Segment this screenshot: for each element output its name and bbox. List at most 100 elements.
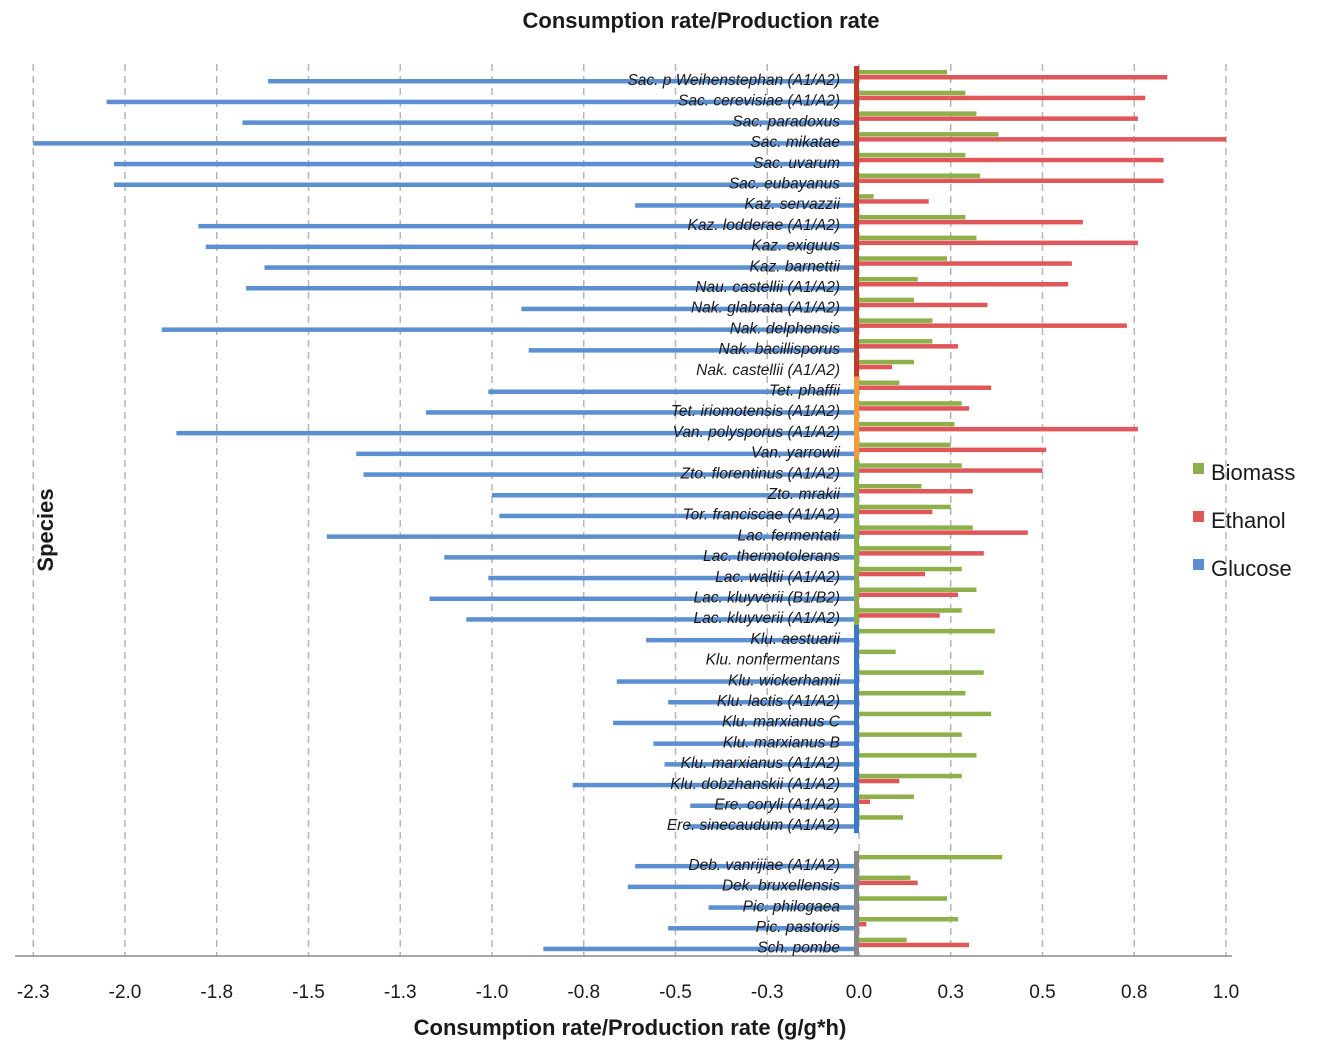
bar-glucose [113,182,860,187]
bar-glucose [613,720,859,726]
legend-swatch [1193,511,1204,522]
bar-biomass [859,194,874,199]
bar-glucose [528,348,859,353]
bar-glucose [268,79,859,84]
category-label: Kaz. lodderae (A1/A2) [687,217,840,234]
bar-ethanol [859,302,988,308]
bar-ethanol [859,178,1164,183]
category-label: Klu. marxianus C [722,714,841,731]
legend-label: Biomass [1211,460,1295,485]
category-label: Lac. waltii (A1/A2) [715,569,840,586]
category-label: Ere. coryli (A1/A2) [714,797,840,814]
bar-glucose [429,596,859,601]
category-label: Tor. franciscae (A1/A2) [683,507,840,524]
group-bar [854,376,859,461]
bar-glucose [363,472,859,477]
bar-glucose [690,803,859,808]
category-label: Van. yarrowii [751,445,841,462]
bar-glucose [635,863,859,869]
bar-biomass [859,318,933,323]
bar-biomass [859,463,962,468]
bar-biomass [859,937,907,943]
bar-ethanol [859,468,1043,473]
x-tick-label: 1.0 [1213,982,1239,1003]
bar-glucose [499,513,859,519]
group-bar [854,459,859,627]
x-tick-label: 0.3 [938,982,964,1003]
bar-biomass [859,917,959,922]
chart-title: Consumption rate/Production rate [523,8,880,33]
bar-ethanol [859,571,926,577]
bar-ethanol [859,530,1028,535]
bar-glucose [572,782,859,788]
bar-ethanol [859,406,970,411]
bar-glucose [113,161,860,167]
bar-glucose [106,99,859,105]
category-label: Kaz. exiguus [751,238,840,255]
bar-glucose [668,926,859,931]
category-label: Lac. kluyverii (B1/B2) [694,590,840,607]
category-label: Zto. florentinus (A1/A2) [680,465,840,482]
bar-ethanol [859,880,918,886]
bar-glucose [627,884,859,890]
category-label: Tet. iriomotensis (A1/A2) [671,403,840,420]
x-tick-label: -0.8 [567,982,600,1003]
bar-biomass [859,711,992,717]
bar-ethanol [859,323,1127,328]
bar-biomass [859,484,922,489]
category-label: Nak. bacillisporus [719,341,841,358]
bar-biomass [859,277,918,282]
bar-glucose [205,244,860,250]
bar-biomass [859,670,984,675]
bar-glucose [686,824,859,829]
category-label: Sch. pombe [757,940,840,957]
bar-ethanol [859,613,940,618]
category-label: Sac. eubayanus [729,176,840,193]
category-label: Klu. dobzhanskii (A1/A2) [670,776,840,793]
bar-biomass [859,401,962,406]
bar-ethanol [859,137,1226,142]
bar-ethanol [859,261,1072,266]
bar-biomass [859,753,977,758]
bar-biomass [859,875,911,881]
bar-ethanol [859,509,933,515]
bar-biomass [859,896,948,901]
bar-ethanol [859,799,871,804]
bar-biomass [859,359,915,365]
bar-glucose [264,265,860,270]
x-tick-label: 0.8 [1121,982,1147,1003]
category-label: Pic. pastoris [756,919,841,936]
bar-biomass [859,152,966,158]
category-label: Lac. fermentati [737,527,840,544]
bar-ethanol [859,116,1138,121]
y-axis-label: Species [33,488,58,571]
bar-ethanol [859,199,929,204]
bar-ethanol [859,942,970,948]
bar-ethanol [859,592,959,597]
category-labels: Sac. p Weihenstephan (A1/A2) Sac. cerevis… [627,72,840,957]
category-label: Nak. castellii (A1/A2) [696,362,840,379]
bar-biomass [859,442,951,448]
bar-ethanol [859,778,900,784]
category-label: Van. polysporus (A1/A2) [673,424,840,441]
category-label: Klu. marxianus (A1/A2) [681,755,840,772]
category-label: Lac. kluyverii (A1/A2) [694,610,840,627]
grid-lines [15,64,1232,957]
bars [33,70,1226,952]
bar-biomass [859,854,1003,860]
category-label: Sac. paradoxus [732,113,840,130]
category-label: Sac. uvarum [753,155,840,172]
x-axis-label: Consumption rate/Production rate (g/g*h) [414,1015,847,1040]
bar-glucose [664,762,859,767]
category-label: Lac. thermotolerans [703,548,840,565]
bar-glucose [492,493,859,498]
category-label: Sac. cerevisiae (A1/A2) [678,93,840,110]
bar-biomass [859,628,995,634]
bar-biomass [859,90,966,96]
category-label: Ere. sinecaudum (A1/A2) [667,817,840,834]
bar-biomass [859,525,973,530]
bar-ethanol [859,385,992,390]
group-bar [854,624,859,834]
x-tick-label: -2.3 [17,982,50,1003]
category-label: Dek. bruxellensis [722,878,840,895]
